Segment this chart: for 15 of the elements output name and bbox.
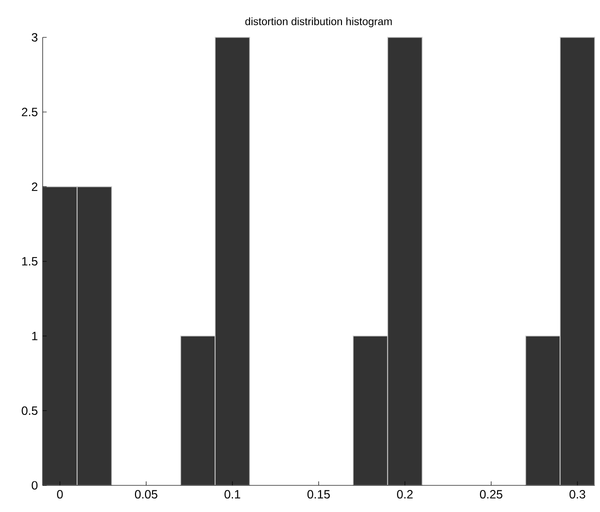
y-tick-label: 2 (32, 182, 38, 191)
y-tick-label: 2.5 (22, 108, 38, 116)
x-tick-label: 0.15 (307, 490, 330, 499)
x-tick-label: 0.1 (224, 490, 240, 499)
x-tick-label: 0.2 (397, 490, 413, 499)
y-tick-label: 0.5 (22, 406, 38, 415)
x-tick-label: 0.3 (570, 490, 586, 499)
y-tick-label: 1.5 (22, 257, 38, 266)
x-tick-label: 0.05 (134, 490, 158, 499)
x-tick-label: 0 (57, 490, 63, 499)
y-tick-label: 3 (32, 33, 38, 42)
y-tick-label: 1 (32, 332, 38, 340)
y-tick-label: 0 (32, 481, 38, 490)
x-tick-label: 0.25 (480, 490, 502, 499)
chart-title: distortion distribution histogram (245, 17, 392, 28)
